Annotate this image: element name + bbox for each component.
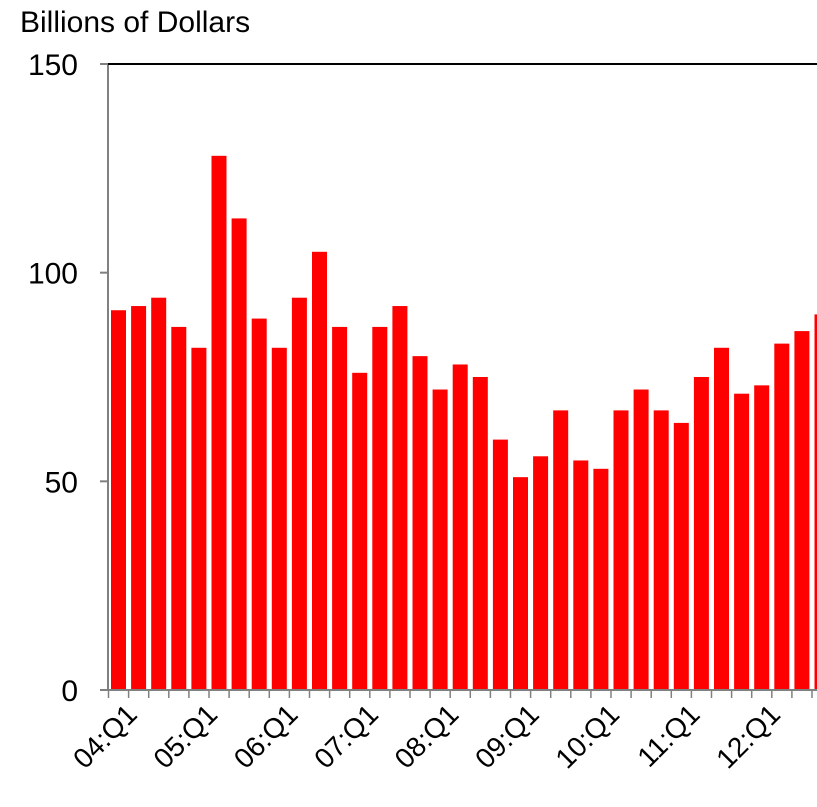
bar	[653, 410, 669, 690]
y-tick-label: 150	[28, 49, 78, 82]
bar	[432, 389, 448, 690]
bar	[352, 372, 368, 690]
bar	[533, 456, 549, 690]
bar	[573, 460, 589, 690]
bar	[392, 306, 408, 690]
bar	[633, 389, 649, 690]
bar	[312, 251, 327, 691]
bar	[111, 310, 126, 690]
bar	[734, 393, 750, 690]
x-tick-label: 05:Q1	[147, 698, 223, 774]
bar	[452, 364, 468, 690]
y-tick-label: 50	[45, 466, 78, 499]
x-tick-label: 11:Q1	[631, 698, 705, 772]
x-tick-label: 06:Q1	[228, 698, 304, 774]
x-tick-label: 04:Q1	[67, 698, 143, 774]
bar	[673, 422, 689, 690]
bar	[513, 477, 528, 690]
bar	[171, 326, 187, 690]
bar	[774, 343, 790, 690]
bar	[251, 318, 267, 690]
bar	[191, 347, 207, 690]
bar	[131, 306, 147, 690]
bar	[151, 297, 167, 690]
x-tick-label: 12:Q1	[710, 698, 786, 774]
bar	[372, 326, 388, 690]
bar	[794, 331, 810, 690]
bar	[553, 410, 569, 690]
x-tick-label: 10:Q1	[549, 698, 625, 774]
bar	[412, 356, 428, 690]
unit-label: Billions of Dollars	[20, 6, 251, 39]
bar	[231, 218, 247, 690]
x-tick-label: 07:Q1	[308, 698, 384, 774]
bar	[613, 410, 629, 690]
bar	[814, 314, 817, 690]
bar	[714, 347, 729, 690]
bar	[271, 347, 287, 690]
bar	[332, 326, 348, 690]
bar	[754, 385, 770, 690]
x-tick-label: 09:Q1	[469, 698, 545, 774]
y-tick-label: 100	[28, 258, 78, 291]
x-tick-label: 08:Q1	[389, 698, 465, 774]
bar	[211, 155, 227, 690]
y-tick-label: 0	[61, 675, 78, 708]
bar	[492, 439, 508, 690]
bar	[291, 297, 307, 690]
bar	[593, 468, 609, 690]
bar	[693, 377, 709, 690]
bar	[472, 377, 488, 690]
